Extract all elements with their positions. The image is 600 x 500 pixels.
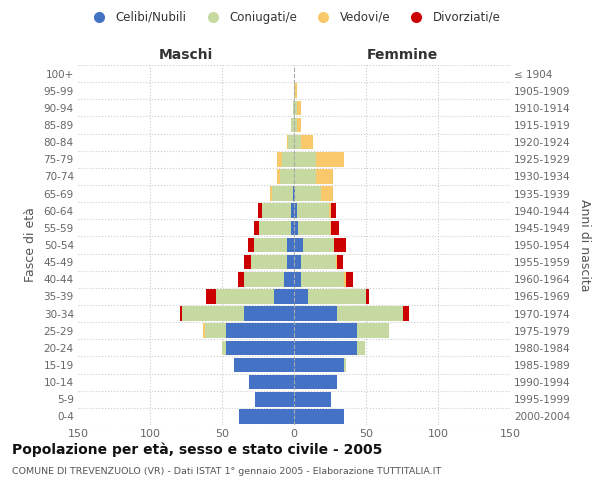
Bar [297,118,301,132]
Bar [277,169,280,184]
Bar [254,220,259,235]
Bar [203,324,205,338]
Bar [294,409,344,424]
Bar [301,255,336,270]
Bar [295,84,297,98]
Bar [294,204,297,218]
Bar [302,238,334,252]
Bar [294,358,344,372]
Bar [294,289,308,304]
Bar [297,100,301,115]
Bar [331,204,336,218]
Bar [294,392,331,406]
Bar [344,358,346,372]
Bar [294,324,358,338]
Bar [294,84,295,98]
Bar [244,272,284,286]
Y-axis label: Anni di nascita: Anni di nascita [578,198,591,291]
Y-axis label: Fasce di età: Fasce di età [23,208,37,282]
Bar [294,118,297,132]
Bar [291,118,294,132]
Bar [206,289,216,304]
Bar [259,220,291,235]
Bar [298,220,330,235]
Bar [293,186,294,201]
Bar [250,375,294,390]
Bar [316,152,344,166]
Bar [301,135,313,150]
Bar [216,289,274,304]
Bar [248,238,254,252]
Bar [280,169,294,184]
Bar [258,204,262,218]
Bar [205,324,226,338]
Bar [331,220,338,235]
Bar [222,340,226,355]
Bar [291,204,294,218]
Bar [294,135,301,150]
Bar [251,255,287,270]
Bar [287,255,294,270]
Bar [226,340,294,355]
Bar [294,272,301,286]
Bar [182,306,244,321]
Bar [336,255,337,270]
Bar [283,152,294,166]
Text: Popolazione per età, sesso e stato civile - 2005: Popolazione per età, sesso e stato civil… [12,442,382,457]
Bar [294,100,297,115]
Bar [308,289,366,304]
Bar [294,220,298,235]
Bar [244,306,294,321]
Bar [294,306,337,321]
Bar [295,186,322,201]
Bar [272,186,293,201]
Bar [346,272,353,286]
Bar [294,238,302,252]
Bar [287,135,288,150]
Bar [269,186,272,201]
Bar [238,272,244,286]
Bar [294,340,358,355]
Bar [337,306,403,321]
Bar [262,204,291,218]
Bar [255,392,294,406]
Bar [297,204,329,218]
Bar [244,255,251,270]
Bar [239,409,294,424]
Bar [301,272,344,286]
Bar [337,255,343,270]
Text: Maschi: Maschi [159,48,213,62]
Bar [277,152,283,166]
Bar [294,186,295,201]
Bar [334,238,346,252]
Bar [316,169,333,184]
Bar [294,375,337,390]
Bar [358,340,365,355]
Bar [287,238,294,252]
Bar [344,272,346,286]
Bar [294,255,301,270]
Bar [288,135,294,150]
Bar [291,220,294,235]
Bar [330,220,331,235]
Bar [358,324,389,338]
Text: Femmine: Femmine [367,48,437,62]
Bar [226,324,294,338]
Bar [329,204,331,218]
Bar [254,238,287,252]
Bar [180,306,182,321]
Legend: Celibi/Nubili, Coniugati/e, Vedovi/e, Divorziati/e: Celibi/Nubili, Coniugati/e, Vedovi/e, Di… [83,6,505,28]
Bar [274,289,294,304]
Bar [322,186,333,201]
Text: COMUNE DI TREVENZUOLO (VR) - Dati ISTAT 1° gennaio 2005 - Elaborazione TUTTITALI: COMUNE DI TREVENZUOLO (VR) - Dati ISTAT … [12,468,441,476]
Bar [366,289,369,304]
Bar [233,358,294,372]
Bar [294,152,316,166]
Bar [293,100,294,115]
Bar [403,306,409,321]
Bar [294,169,316,184]
Bar [284,272,294,286]
